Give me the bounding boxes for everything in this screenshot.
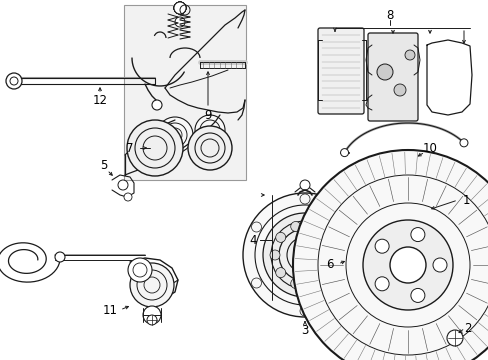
Circle shape <box>174 2 185 14</box>
Circle shape <box>308 221 319 231</box>
Circle shape <box>263 213 346 297</box>
Circle shape <box>432 258 446 272</box>
Circle shape <box>459 139 467 147</box>
Text: 9: 9 <box>204 108 211 122</box>
FancyBboxPatch shape <box>124 5 245 180</box>
Text: 11: 11 <box>102 303 117 316</box>
Circle shape <box>446 330 462 346</box>
Text: 3: 3 <box>301 324 308 337</box>
Circle shape <box>118 180 128 190</box>
Circle shape <box>147 315 157 325</box>
Text: 12: 12 <box>92 94 107 107</box>
Circle shape <box>174 2 185 14</box>
Circle shape <box>308 279 319 288</box>
Circle shape <box>376 64 392 80</box>
Circle shape <box>174 2 185 14</box>
Circle shape <box>142 306 161 324</box>
Circle shape <box>324 267 334 278</box>
Circle shape <box>410 288 424 302</box>
Circle shape <box>243 193 366 317</box>
Text: 10: 10 <box>422 141 437 154</box>
Circle shape <box>130 263 174 307</box>
Circle shape <box>174 2 185 14</box>
Text: 8: 8 <box>386 9 393 22</box>
Circle shape <box>174 2 185 14</box>
Circle shape <box>6 73 22 89</box>
Circle shape <box>362 220 452 310</box>
Circle shape <box>290 221 300 231</box>
Circle shape <box>352 291 362 301</box>
Circle shape <box>355 274 367 286</box>
Circle shape <box>299 180 309 190</box>
Text: 4: 4 <box>249 234 256 247</box>
Circle shape <box>157 117 193 153</box>
Circle shape <box>55 252 65 262</box>
Circle shape <box>374 239 388 253</box>
Circle shape <box>389 247 425 283</box>
Circle shape <box>152 100 162 110</box>
Circle shape <box>275 232 285 242</box>
Circle shape <box>175 17 184 27</box>
Circle shape <box>275 267 285 278</box>
Circle shape <box>279 229 330 281</box>
Circle shape <box>187 126 231 170</box>
Circle shape <box>174 2 185 14</box>
Circle shape <box>404 50 414 60</box>
Circle shape <box>393 84 405 96</box>
Circle shape <box>290 279 300 288</box>
Circle shape <box>127 120 183 176</box>
Text: 2: 2 <box>463 321 471 334</box>
FancyBboxPatch shape <box>367 33 417 121</box>
Circle shape <box>269 250 280 260</box>
Circle shape <box>124 193 132 201</box>
Circle shape <box>374 277 388 291</box>
Text: 1: 1 <box>461 194 469 207</box>
Text: 5: 5 <box>100 158 107 171</box>
Circle shape <box>292 150 488 360</box>
Circle shape <box>324 232 334 242</box>
Text: 6: 6 <box>325 258 333 271</box>
FancyBboxPatch shape <box>317 28 363 114</box>
Circle shape <box>195 115 224 145</box>
Circle shape <box>128 258 152 282</box>
Circle shape <box>340 149 348 157</box>
Text: 7: 7 <box>126 141 134 154</box>
Circle shape <box>410 228 424 242</box>
Circle shape <box>329 250 339 260</box>
